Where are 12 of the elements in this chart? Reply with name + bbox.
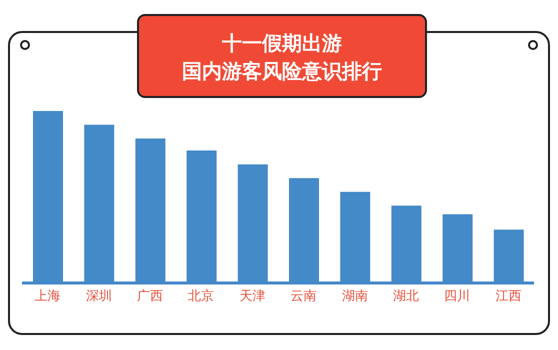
x-tick-label: 广西 (137, 289, 163, 304)
x-tick-label: 江西 (495, 289, 522, 304)
x-tick-label: 上海 (34, 289, 61, 304)
chart-subtitle: 国内游客风险意识排行 (181, 58, 383, 85)
x-tick-label: 湖南 (342, 289, 368, 304)
x-tick-label: 四川 (444, 289, 470, 304)
x-tick-label: 北京 (188, 289, 214, 304)
x-tick-label: 湖北 (393, 289, 419, 304)
x-tick-label: 云南 (290, 289, 317, 304)
x-tick-label: 天津 (239, 289, 266, 304)
x-tick-label: 深圳 (86, 289, 112, 304)
chart-title: 十一假期出游 (221, 30, 343, 57)
